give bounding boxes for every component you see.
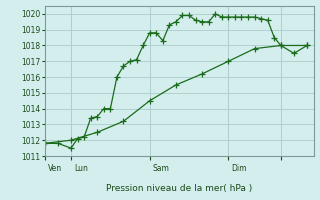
Text: Lun: Lun [74, 164, 88, 173]
Text: Pression niveau de la mer( hPa ): Pression niveau de la mer( hPa ) [106, 184, 252, 194]
Text: Ven: Ven [48, 164, 62, 173]
Text: Dim: Dim [232, 164, 247, 173]
Text: Sam: Sam [153, 164, 170, 173]
